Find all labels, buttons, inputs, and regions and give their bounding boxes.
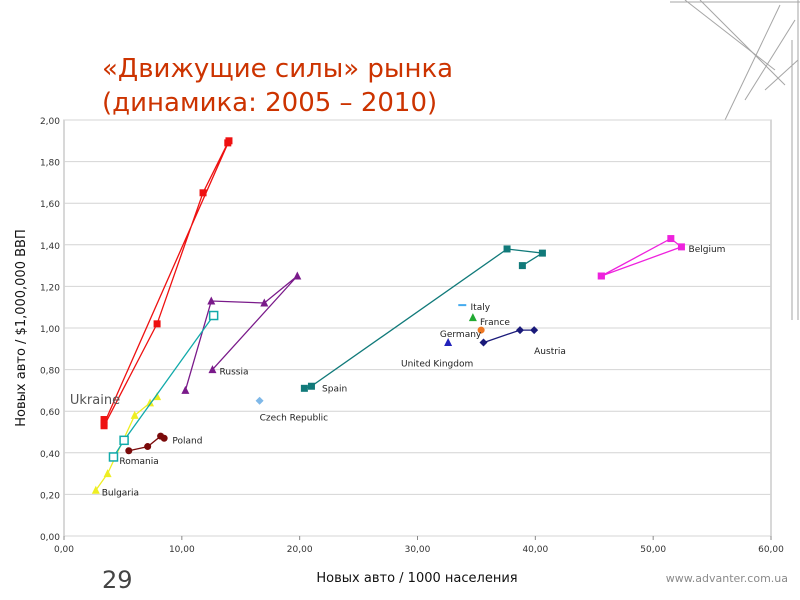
x-tick-label: 40,00	[522, 545, 548, 555]
data-point-russia	[208, 365, 217, 374]
x-tick-label: 60,00	[758, 545, 784, 555]
grid-lines	[64, 119, 771, 537]
page-number: 29	[102, 566, 133, 594]
data-point-germany	[477, 326, 485, 334]
y-tick-label: 1,80	[40, 159, 60, 169]
data-point-poland	[125, 447, 133, 455]
annotation-france: France	[480, 318, 510, 328]
data-point-france	[468, 313, 477, 322]
x-tick-label: 20,00	[287, 545, 313, 555]
data-point-ukraine	[199, 189, 207, 197]
data-point-czech-republic	[255, 396, 264, 405]
series-poland	[125, 432, 168, 455]
data-point-spain	[518, 262, 526, 270]
series-layer	[91, 137, 685, 494]
annotation-germany: Germany	[440, 330, 482, 340]
data-point-spain	[503, 245, 511, 253]
data-point-poland	[144, 443, 152, 451]
data-point-ukraine	[100, 416, 108, 424]
y-tick-label: 0,80	[40, 367, 60, 377]
data-point-romania	[208, 310, 219, 321]
y-tick-label: 0,00	[40, 533, 60, 543]
series-spain	[300, 245, 546, 392]
annotation-romania: Romania	[119, 457, 158, 467]
x-tick-label: 10,00	[169, 545, 195, 555]
slide-title: «Движущие силы» рынка (динамика: 2005 – …	[102, 52, 453, 120]
data-point-bulgaria	[146, 398, 155, 407]
website-link[interactable]: www.advanter.com.ua	[665, 572, 788, 585]
series-line-belgium	[600, 237, 683, 277]
data-point-bulgaria	[130, 410, 139, 419]
data-point-russia	[207, 296, 216, 305]
annotation-layer: Ukraine Russia Bulgaria Romania Poland Czech …	[70, 245, 726, 498]
data-point-austria	[530, 326, 539, 335]
series-belgium	[597, 235, 685, 280]
title-line-2: (динамика: 2005 – 2010)	[102, 88, 438, 118]
x-tick-label: 50,00	[640, 545, 666, 555]
x-tick-label: 0,00	[54, 545, 74, 555]
x-tick-label: 30,00	[405, 545, 431, 555]
data-point-spain	[307, 382, 315, 390]
data-point-united-kingdom	[444, 338, 453, 347]
data-point-belgium	[667, 235, 675, 243]
data-point-romania	[108, 452, 119, 462]
axes: 0,00 0,20 0,40 0,60 0,80 1,00 1,20 1,40 1,60 1,80…	[40, 117, 784, 555]
data-point-ukraine	[153, 320, 161, 328]
annotation-united-kingdom: United Kingdom	[401, 359, 473, 369]
data-point-bulgaria	[103, 469, 112, 478]
annotation-belgium: Belgium	[689, 245, 726, 255]
annotation-austria: Austria	[534, 347, 566, 357]
data-point-austria	[516, 326, 525, 335]
series-germany	[477, 326, 485, 334]
series-czech-republic	[255, 396, 264, 405]
y-tick-label: 0,60	[40, 408, 60, 418]
data-point-poland	[160, 434, 168, 442]
y-tick-label: 1,20	[40, 283, 60, 293]
data-point-romania	[119, 435, 129, 446]
data-point-belgium	[597, 272, 605, 280]
y-tick-label: 1,00	[40, 325, 60, 335]
data-point-ukraine	[100, 420, 108, 428]
annotation-bulgaria: Bulgaria	[102, 488, 139, 498]
series-france	[468, 313, 477, 322]
x-axis-title: Новых авто / 1000 населения	[316, 571, 517, 586]
y-tick-label: 1,60	[40, 200, 60, 210]
y-tick-label: 0,20	[40, 491, 60, 501]
series-romania	[108, 310, 219, 462]
title-line-1: «Движущие силы» рынка	[102, 54, 454, 84]
y-axis-title: Новых авто / $1,000,000 ВВП	[14, 229, 29, 426]
y-tick-label: 2,00	[40, 117, 60, 127]
y-tick-label: 0,40	[40, 450, 60, 460]
data-point-russia	[293, 271, 302, 280]
data-point-russia	[181, 385, 190, 394]
data-point-belgium	[677, 243, 685, 251]
data-point-spain	[538, 249, 546, 257]
data-point-russia	[260, 298, 269, 307]
data-point-spain	[300, 384, 308, 392]
annotation-italy: Italy	[471, 303, 491, 313]
annotation-spain: Spain	[322, 384, 347, 394]
annotation-poland: Poland	[172, 436, 202, 446]
data-point-bulgaria	[91, 485, 100, 494]
annotation-russia: Russia	[220, 368, 249, 378]
series-austria	[479, 326, 539, 347]
series-united-kingdom	[444, 338, 453, 347]
series-ukraine	[100, 137, 233, 430]
data-point-ukraine	[225, 137, 233, 145]
corner-decoration	[670, 0, 800, 320]
annotation-ukraine: Ukraine	[70, 393, 120, 408]
y-tick-label: 1,40	[40, 242, 60, 252]
annotation-czech-republic: Czech Republic	[260, 413, 329, 423]
data-point-austria	[479, 338, 488, 347]
